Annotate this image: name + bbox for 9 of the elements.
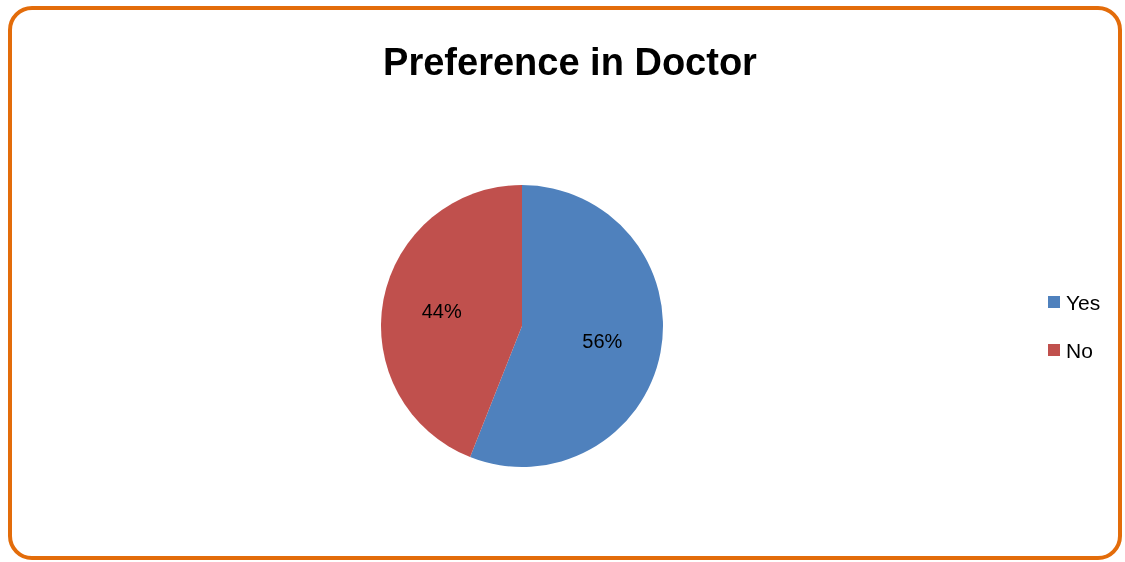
data-label: 44% xyxy=(421,299,462,322)
chart-title: Preference in Doctor xyxy=(383,41,758,83)
legend-label: Yes xyxy=(1066,290,1101,314)
legend-entry: No xyxy=(1048,338,1093,362)
pie-slice xyxy=(381,185,522,458)
legend-entry: Yes xyxy=(1048,290,1101,314)
pie-slice xyxy=(470,185,663,467)
data-label: 56% xyxy=(582,330,623,353)
legend-label: No xyxy=(1066,338,1093,362)
